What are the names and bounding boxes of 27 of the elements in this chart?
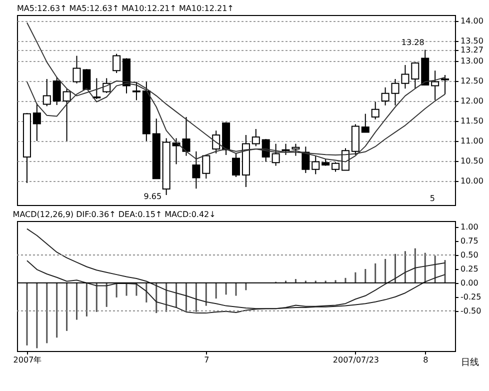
text: 日线 [461,357,479,368]
x-tick-label: 7 [204,356,210,364]
y-tick-label: 0.75 [460,236,478,246]
x-tick-label: 2007/07/23 [332,356,379,364]
y-tick-label: 0.00 [460,278,478,288]
y-tick-label: 11.00 [460,136,484,146]
annotation: 13.28 [401,38,424,47]
x-tick-label: 2007年 [13,356,42,364]
annotation: 5 [430,194,435,203]
y-tick-label: 0.50 [460,250,478,260]
chart-title: MACD(12,26,9) DIF:0.36↑ DEA:0.15↑ MACD:0.42↓ [12,210,216,219]
y-tick-label: 0.25 [460,264,478,274]
y-tick-label: 13.27 [460,46,484,55]
x-tick-label: 8 [423,356,428,364]
y-tick-label: 10.00 [460,176,484,186]
annotation: 9.65 [144,192,162,201]
y-tick-label: 12.50 [460,76,484,86]
y-tick-label: 13.50 [460,36,484,46]
y-tick-label: 14.00 [460,16,484,26]
y-tick-label: 11.50 [460,116,484,126]
y-tick-label: 13.00 [460,56,484,66]
chart-title: MA5:12.63↑ MA5:12.63↑ MA10:12.21↑ MA10:12.21↑ [17,4,234,13]
y-tick-label: 1.00 [460,222,478,232]
y-tick-label: -0.50 [460,306,482,316]
y-tick-label: 10.50 [460,156,484,166]
y-tick-label: 12.00 [460,96,484,106]
y-tick-label: -0.25 [460,292,482,302]
